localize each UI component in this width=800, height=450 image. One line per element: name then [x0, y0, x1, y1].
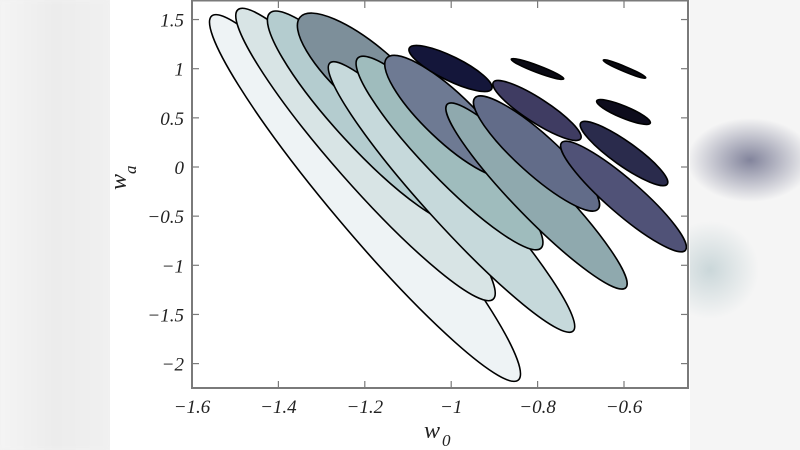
y-axis-label-sub: a	[121, 166, 140, 175]
x-axis-label-main: w	[424, 418, 440, 444]
confidence-ellipse-J	[408, 44, 493, 93]
y-tick-label: 1	[175, 60, 185, 81]
y-tick-label: −1.5	[147, 305, 184, 326]
x-tick-label: −1.4	[260, 397, 297, 418]
blurred-background-right	[690, 0, 800, 450]
confidence-ellipse-L	[602, 59, 647, 79]
confidence-ellipse-K	[510, 57, 565, 81]
blurred-background-left	[0, 0, 110, 450]
confidence-ellipse-I	[472, 95, 601, 212]
confidence-ellipse-N	[492, 79, 582, 142]
x-tick-label: −1.6	[174, 397, 211, 418]
x-axis-label-sub: 0	[442, 431, 451, 450]
x-axis-label: w 0	[424, 418, 451, 450]
x-axis-ticks: −1.6 −1.4 −1.2 −1 −0.8 −0.6	[174, 1, 643, 418]
x-tick-label: −0.8	[519, 397, 556, 418]
x-tick-label: −1.2	[347, 397, 384, 418]
plot-frame	[191, 0, 689, 389]
y-axis-label-main: w	[106, 174, 132, 190]
y-axis-ticks: 1.5 1 0.5 0 −0.5 −1 −1.5 −2	[147, 11, 688, 376]
x-tick-label: −0.6	[606, 397, 643, 418]
x-tick-label: −1	[440, 397, 462, 418]
y-tick-label: 0.5	[160, 109, 184, 130]
y-tick-label: 1.5	[160, 11, 184, 32]
y-tick-label: −0.5	[147, 207, 184, 228]
y-tick-label: 0	[175, 158, 185, 179]
y-axis-label: w a	[106, 166, 140, 191]
ellipse-layer	[208, 7, 688, 383]
confidence-ellipse-P	[579, 120, 669, 187]
y-tick-label: −1	[162, 256, 184, 277]
confidence-ellipse-O	[559, 140, 688, 253]
y-tick-label: −2	[162, 355, 185, 376]
confidence-ellipse-M	[595, 98, 652, 126]
